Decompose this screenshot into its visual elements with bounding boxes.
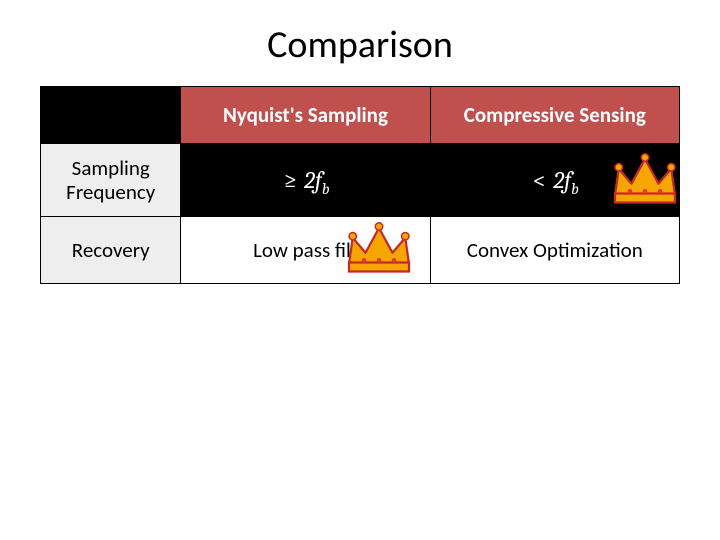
op-geq: ≥ bbox=[281, 166, 298, 194]
sub: b bbox=[322, 180, 330, 198]
var: f bbox=[315, 166, 322, 194]
formula-geq-2fb: ≥ 2fb bbox=[281, 166, 329, 194]
coef: 2 bbox=[553, 166, 564, 194]
cell-nyquist-recovery: Low pass filt bbox=[181, 217, 430, 284]
slide: Comparison Nyquist's Sampling Compressiv… bbox=[0, 0, 720, 540]
sub: b bbox=[571, 180, 579, 198]
cell-compressive-sampling-freq: < 2fb bbox=[430, 144, 679, 217]
header-nyquist: Nyquist's Sampling bbox=[181, 87, 430, 144]
slide-title: Comparison bbox=[0, 0, 720, 86]
text-low-pass-filt: Low pass filt bbox=[253, 237, 358, 263]
op-lt: < bbox=[531, 166, 548, 194]
crown-icon bbox=[607, 150, 683, 210]
cell-nyquist-sampling-freq: ≥ 2fb bbox=[181, 144, 430, 217]
header-compressive: Compressive Sensing bbox=[430, 87, 679, 144]
header-corner-cell bbox=[41, 87, 181, 144]
table-row: Recovery Low pass filt Conve bbox=[41, 217, 680, 284]
row-label-recovery: Recovery bbox=[41, 217, 181, 284]
row-label-sampling-frequency: Sampling Frequency bbox=[41, 144, 181, 217]
table-header-row: Nyquist's Sampling Compressive Sensing bbox=[41, 87, 680, 144]
row-label-line1: Sampling Frequency bbox=[66, 155, 155, 205]
formula-lt-2fb: < 2fb bbox=[531, 166, 579, 194]
comparison-table: Nyquist's Sampling Compressive Sensing S… bbox=[40, 86, 680, 284]
table-row: Sampling Frequency ≥ 2fb < 2fb bbox=[41, 144, 680, 217]
coef: 2 bbox=[304, 166, 315, 194]
cell-compressive-recovery: Convex Optimization bbox=[430, 217, 679, 284]
